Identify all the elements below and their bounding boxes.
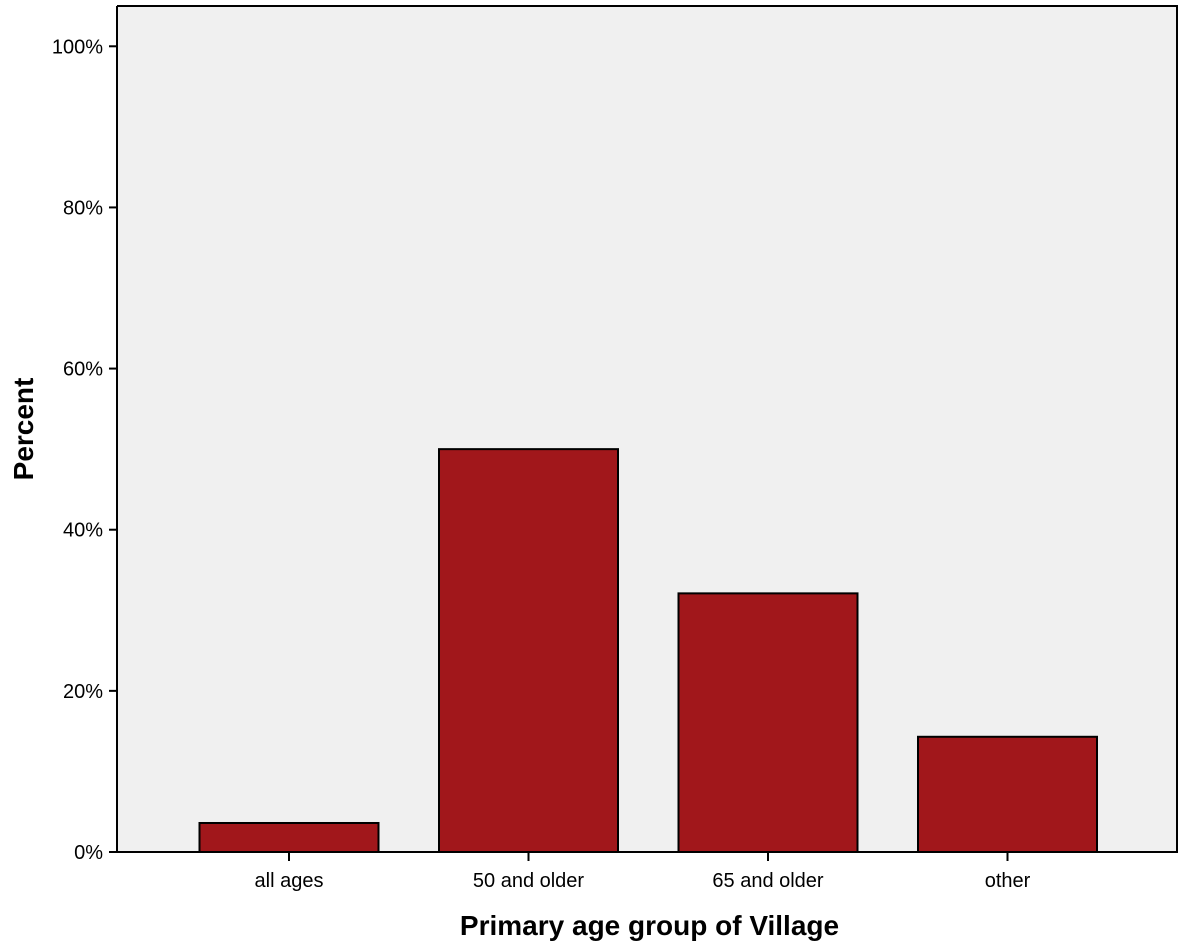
bar-other xyxy=(917,735,1098,853)
y-tick-label: 0% xyxy=(74,842,103,864)
y-tick-label: 60% xyxy=(63,359,103,381)
y-tick-label: 20% xyxy=(63,681,103,703)
axes-group xyxy=(116,5,1178,853)
x-axis-title: Primary age group of Village xyxy=(460,910,839,941)
plot-area xyxy=(117,6,1178,852)
y-ticks-group: 0% 20% 40% 60% 80% 100% xyxy=(52,36,117,864)
x-tick-label: 50 and older xyxy=(473,870,585,892)
y-tick-label: 80% xyxy=(63,197,103,219)
x-tick-label: 65 and older xyxy=(712,870,824,892)
y-axis-title: Percent xyxy=(8,378,39,481)
x-ticks-group: all ages 50 and older 65 and older other xyxy=(255,852,1031,892)
bar-65-and-older xyxy=(677,592,859,853)
bar-all-ages xyxy=(198,821,380,853)
y-tick-label: 100% xyxy=(52,36,103,58)
x-tick-label: other xyxy=(985,870,1031,892)
bar-50-and-older xyxy=(438,448,619,853)
y-tick-label: 40% xyxy=(63,520,103,542)
bars-group xyxy=(198,448,1098,853)
x-tick-label: all ages xyxy=(255,870,324,892)
